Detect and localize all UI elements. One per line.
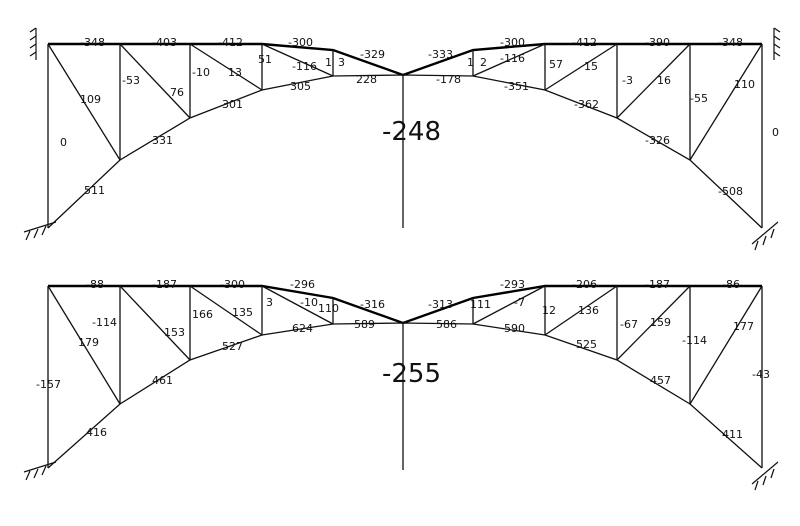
top-bottom-chord-label: 228: [356, 73, 377, 86]
top-bottom-chord-label: -508: [718, 185, 743, 198]
bottom-web-label: -10: [300, 296, 318, 309]
top-bottom-chord-label: -351: [504, 80, 529, 93]
top-web-label: 15: [584, 60, 598, 73]
bottom-web-label: -43: [752, 368, 770, 381]
top-top-chord-label: -333: [428, 48, 453, 61]
top-web-label: 0: [772, 126, 779, 139]
bottom-top-chord-label: -88: [86, 278, 104, 291]
top-bottom-chord-label: 301: [222, 98, 243, 111]
top-top-chord-label: -403: [152, 36, 177, 49]
top-web-label: -55: [690, 92, 708, 105]
top-web-label: 57: [549, 58, 563, 71]
top-web-label: 3: [338, 56, 345, 69]
bottom-web-label: 153: [164, 326, 185, 339]
bottom-top-chord-label: -316: [360, 298, 385, 311]
bottom-top-chord-label: -293: [500, 278, 525, 291]
bottom-truss-diagram: -88 -187 -300 -296 -316 -313 -293 -206 -…: [23, 278, 779, 491]
bottom-center-value: -255: [382, 359, 441, 389]
bottom-web-label: 111: [470, 298, 491, 311]
top-web-label: 1: [467, 56, 474, 69]
top-top-chord-label: -390: [645, 36, 670, 49]
top-bottom-chord-label: 305: [290, 80, 311, 93]
top-web-label: -116: [500, 52, 525, 65]
bottom-web-label: 177: [733, 320, 754, 333]
top-web-label: 76: [170, 86, 184, 99]
bottom-bottom-chord-label: 590: [504, 322, 525, 335]
bottom-top-chord-label: -296: [290, 278, 315, 291]
bottom-bottom-chord-label: 457: [650, 374, 671, 387]
top-bottom-chord-label: 331: [152, 134, 173, 147]
top-left-support-hatch: [23, 27, 57, 241]
top-top-chord-label: -412: [218, 36, 243, 49]
top-truss-verticals: [47, 44, 763, 228]
top-web-label: 109: [80, 93, 101, 106]
top-web-label: -10: [192, 66, 210, 79]
bottom-top-chord-label: -300: [220, 278, 245, 291]
top-truss-diagonals: [47, 43, 763, 161]
bottom-bottom-chord-label: 589: [354, 318, 375, 331]
bottom-truss-verticals: [47, 286, 763, 468]
top-top-chord-label: -300: [288, 36, 313, 49]
bottom-web-label: -157: [36, 378, 61, 391]
bottom-web-label: 136: [578, 304, 599, 317]
bottom-web-label: 135: [232, 306, 253, 319]
top-bottom-chord-label: -362: [574, 98, 599, 111]
bottom-bottom-chord-label: 527: [222, 340, 243, 353]
top-bottom-chord-label: -178: [436, 73, 461, 86]
bottom-web-label: -114: [682, 334, 707, 347]
bottom-bottom-chord-label: 416: [86, 426, 107, 439]
top-web-label: -116: [292, 60, 317, 73]
bottom-web-label: 110: [318, 302, 339, 315]
top-truss-bottom-chord: [47, 74, 763, 229]
bottom-web-label: -114: [92, 316, 117, 329]
bottom-web-label: -7: [514, 296, 525, 309]
bottom-bottom-chord-label: 586: [436, 318, 457, 331]
bottom-top-chord-label: -313: [428, 298, 453, 311]
bottom-bottom-chord-label: 624: [292, 322, 313, 335]
top-web-label: 51: [258, 53, 272, 66]
bottom-left-support-hatch: [23, 461, 57, 481]
bottom-web-label: -67: [620, 318, 638, 331]
top-web-label: 16: [657, 74, 671, 87]
top-web-label: -53: [122, 74, 140, 87]
bottom-top-chord-label: -206: [572, 278, 597, 291]
top-center-value: -248: [382, 117, 441, 147]
bottom-bottom-chord-label: 525: [576, 338, 597, 351]
top-web-label: 0: [60, 136, 67, 149]
top-web-label: -3: [622, 74, 633, 87]
bottom-truss-diagonals: [47, 285, 763, 405]
top-top-chord-label: -348: [80, 36, 105, 49]
bottom-top-chord-label: -187: [645, 278, 670, 291]
bottom-truss-bottom-chord: [47, 322, 763, 469]
bottom-bottom-chord-label: 411: [722, 428, 743, 441]
top-top-chord-label: -329: [360, 48, 385, 61]
top-web-label: 110: [734, 78, 755, 91]
top-top-chord-label: -300: [500, 36, 525, 49]
bottom-web-label: 159: [650, 316, 671, 329]
top-bottom-chord-label: -326: [645, 134, 670, 147]
top-bottom-chord-label: 511: [84, 184, 105, 197]
bottom-web-label: 166: [192, 308, 213, 321]
top-web-label: 1: [325, 56, 332, 69]
bottom-web-label: 12: [542, 304, 556, 317]
bottom-top-chord-label: -187: [152, 278, 177, 291]
top-top-chord-label: -348: [718, 36, 743, 49]
top-right-support-hatch: [751, 27, 781, 251]
bottom-web-label: 3: [266, 296, 273, 309]
bottom-bottom-chord-label: 461: [152, 374, 173, 387]
top-web-label: 13: [228, 66, 242, 79]
bottom-right-support-hatch: [751, 461, 779, 491]
top-web-label: 2: [480, 56, 487, 69]
bottom-top-chord-label: -86: [722, 278, 740, 291]
top-truss-diagram: -348 -403 -412 -300 -329 -333 -300 -412 …: [23, 27, 781, 251]
bottom-web-label: 179: [78, 336, 99, 349]
top-top-chord-label: -412: [572, 36, 597, 49]
